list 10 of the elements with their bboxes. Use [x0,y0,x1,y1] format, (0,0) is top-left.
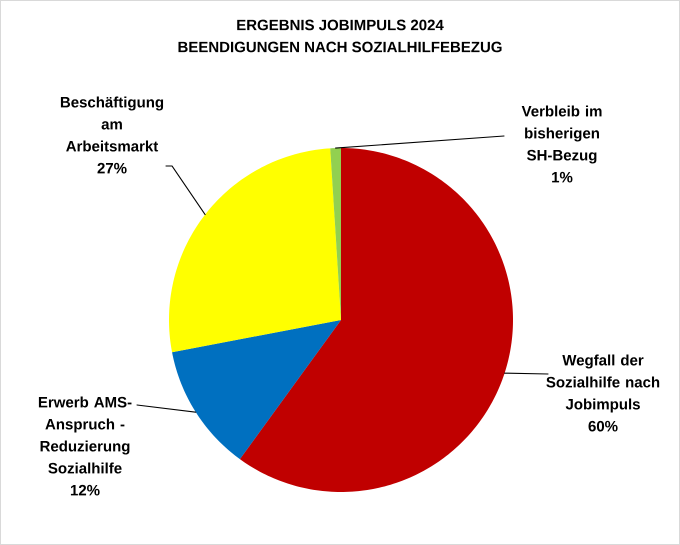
slice-label: Wegfall der Sozialhilfe nach Jobimpuls [546,354,660,412]
slice-label: Verbleib im bisherigen SH-Bezug [522,105,602,164]
data-label: 60% [588,420,618,432]
chart-title: ERGEBNIS JOBIMPULS 2024 [237,20,444,30]
chart-subtitle: BEENDIGUNGEN NACH SOZIALHILFEBEZUG [178,42,502,52]
data-label: 27% [98,162,127,174]
data-label: 12% [70,484,100,496]
data-label: 1% [552,172,572,182]
slice-label: Erwerb AMS-Anspruch - Reduzierung Sozialhilfe [38,396,132,474]
slice-label: Beschäftigung am Arbeitsmarkt [60,96,164,152]
